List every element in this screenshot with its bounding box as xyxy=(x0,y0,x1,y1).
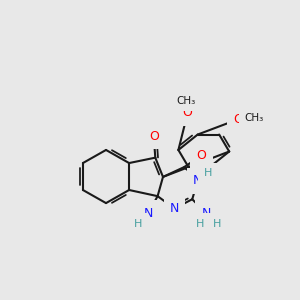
Text: H: H xyxy=(213,219,221,229)
Text: H: H xyxy=(134,219,142,229)
Text: N: N xyxy=(144,207,153,220)
Text: H: H xyxy=(203,168,212,178)
Text: O: O xyxy=(149,130,159,142)
Text: N: N xyxy=(170,202,179,215)
Text: H: H xyxy=(196,219,204,229)
Text: O: O xyxy=(183,106,193,119)
Text: N: N xyxy=(193,174,202,187)
Text: O: O xyxy=(196,149,206,162)
Text: CH₃: CH₃ xyxy=(244,112,263,123)
Text: N: N xyxy=(201,207,211,220)
Text: O: O xyxy=(233,113,243,126)
Text: CH₃: CH₃ xyxy=(176,96,196,106)
